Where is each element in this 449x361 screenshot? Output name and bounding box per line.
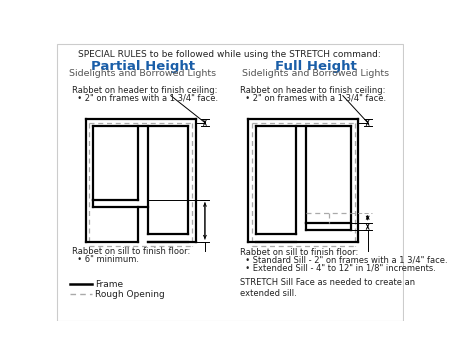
Text: • 6" minimum.: • 6" minimum. <box>72 255 139 264</box>
Text: SPECIAL RULES to be followed while using the STRETCH command:: SPECIAL RULES to be followed while using… <box>78 50 381 59</box>
Text: Rabbet on sill to finish floor:: Rabbet on sill to finish floor: <box>240 248 358 257</box>
Text: • 2" on frames with a 1 3/4" face.: • 2" on frames with a 1 3/4" face. <box>240 93 386 103</box>
Text: Full Height: Full Height <box>275 60 357 73</box>
Text: Frame: Frame <box>95 280 123 289</box>
Text: Rough Opening: Rough Opening <box>95 290 165 299</box>
Text: Partial Height: Partial Height <box>91 60 195 73</box>
Text: Rabbet on sill to finish floor:: Rabbet on sill to finish floor: <box>72 247 190 256</box>
Text: Rabbet on header to finish ceiling:: Rabbet on header to finish ceiling: <box>240 86 385 95</box>
Text: STRETCH Sill Face as needed to create an
extended sill.: STRETCH Sill Face as needed to create an… <box>240 278 415 297</box>
Text: Sidelights and Borrowed Lights: Sidelights and Borrowed Lights <box>242 70 389 78</box>
Text: Rabbet on header to finish ceiling:: Rabbet on header to finish ceiling: <box>72 86 217 95</box>
Text: Sidelights and Borrowed Lights: Sidelights and Borrowed Lights <box>69 70 216 78</box>
Text: • 2" on frames with a 1 3/4" face.: • 2" on frames with a 1 3/4" face. <box>72 93 218 103</box>
Text: • Standard Sill - 2" on frames with a 1 3/4" face.: • Standard Sill - 2" on frames with a 1 … <box>240 256 447 265</box>
Text: • Extended Sill - 4" to 12" in 1/8" increments.: • Extended Sill - 4" to 12" in 1/8" incr… <box>240 264 436 273</box>
